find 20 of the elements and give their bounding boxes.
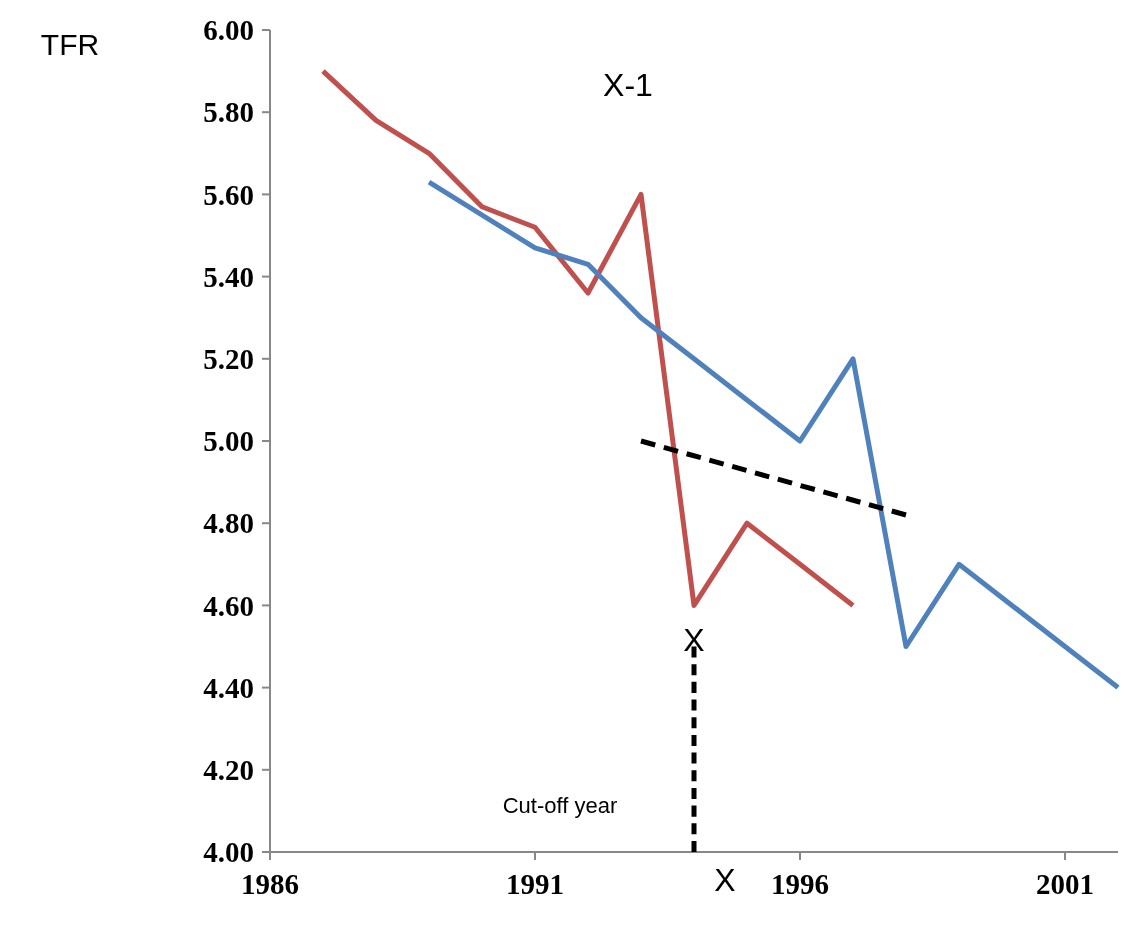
y-tick-label: 4.00: [203, 836, 254, 869]
x-tick-label: 1986: [241, 868, 299, 900]
x-tick-label: 1996: [771, 868, 829, 900]
y-tick-label: 4.60: [203, 589, 254, 622]
y-tick-label: 4.80: [203, 507, 254, 540]
y-tick-label: 5.20: [203, 342, 254, 375]
text: X: [714, 862, 736, 899]
y-tick-label: 5.00: [203, 425, 254, 458]
y-axis-title: TFR: [40, 28, 100, 61]
annotation: X: [683, 622, 705, 659]
x-tick-label: 1991: [506, 868, 564, 900]
annotation: X-1: [603, 67, 653, 104]
y-tick-label: 5.60: [203, 178, 254, 211]
y-tick-label: 5.40: [203, 260, 254, 293]
y-tick-label: 6.00: [203, 14, 254, 47]
y-tick-label: 4.40: [203, 671, 254, 704]
y-tick-label: 5.80: [203, 96, 254, 129]
x-tick-label: 2001: [1036, 868, 1094, 900]
annotation: Cut-off year: [502, 792, 618, 818]
y-tick-label: 4.20: [203, 753, 254, 786]
